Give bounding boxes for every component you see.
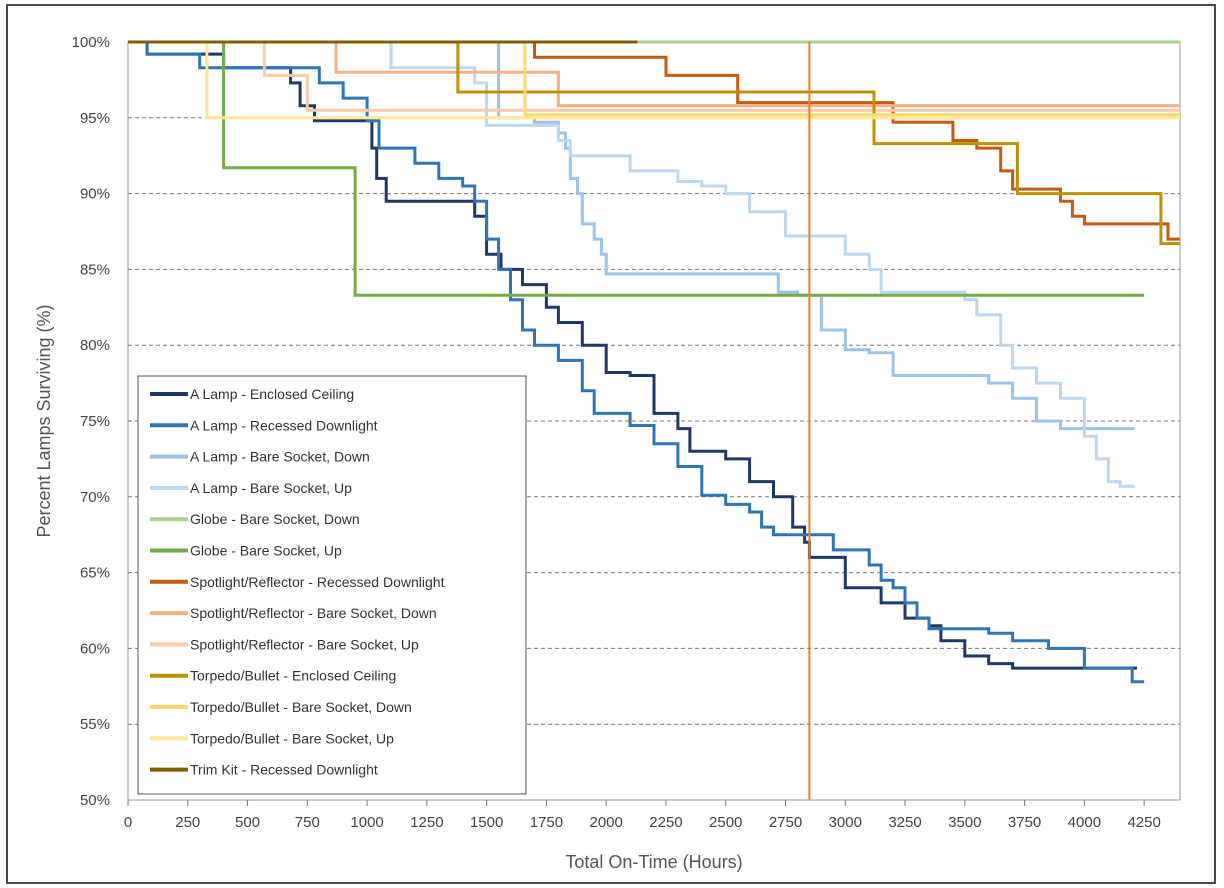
x-tick-label: 2000: [589, 814, 622, 831]
y-tick-label: 70%: [80, 489, 110, 506]
series-line-7: [128, 40, 1180, 108]
y-tick-label: 65%: [80, 565, 110, 582]
x-tick-label: 3500: [948, 814, 981, 831]
legend-entry: A Lamp - Recessed Downlight: [190, 417, 378, 433]
legend-entry: Torpedo/Bullet - Enclosed Ceiling: [190, 668, 396, 684]
x-tick-label: 2250: [649, 814, 682, 831]
x-tick-label: 2750: [769, 814, 802, 831]
legend-entry: Spotlight/Reflector - Bare Socket, Up: [190, 636, 419, 652]
y-tick-label: 80%: [80, 337, 110, 354]
x-tick-label: 250: [175, 814, 200, 831]
legend-entry: Spotlight/Reflector - Bare Socket, Down: [190, 605, 437, 621]
x-tick-label: 1500: [470, 814, 503, 831]
legend-box: [137, 375, 527, 795]
x-tick-label: 1000: [350, 814, 383, 831]
series-line-2: [128, 40, 1135, 431]
series-layer: [128, 40, 1180, 684]
x-tick-label: 3250: [888, 814, 921, 831]
legend-entry: Spotlight/Reflector - Recessed Downlight: [190, 574, 445, 590]
x-tick-label: 4250: [1127, 814, 1160, 831]
series-line-9: [128, 40, 1180, 246]
legend-entry: Torpedo/Bullet - Bare Socket, Down: [190, 699, 412, 715]
y-tick-label: 50%: [80, 792, 110, 809]
legend-entry: Globe - Bare Socket, Down: [190, 511, 360, 527]
y-tick-label: 85%: [80, 261, 110, 278]
x-tick-label: 3000: [829, 814, 862, 831]
y-tick-label: 75%: [80, 413, 110, 430]
legend-entry: Trim Kit - Recessed Downlight: [190, 762, 378, 778]
x-tick-label: 4000: [1068, 814, 1101, 831]
series-line-8: [128, 40, 1180, 112]
legend-entry: Globe - Bare Socket, Up: [190, 543, 342, 559]
x-tick-label: 2500: [709, 814, 742, 831]
series-line-5: [128, 40, 1145, 297]
legend-entry: A Lamp - Enclosed Ceiling: [190, 386, 354, 402]
series-line-10: [128, 40, 1180, 117]
y-axis-label: Percent Lamps Surviving (%): [34, 304, 54, 537]
series-line-3: [128, 40, 1135, 488]
x-tick-label: 750: [295, 814, 320, 831]
y-tick-label: 90%: [80, 186, 110, 203]
series-line-1: [128, 40, 1145, 684]
x-tick-label: 1750: [530, 814, 563, 831]
y-tick-label: 55%: [80, 716, 110, 733]
y-tick-label: 60%: [80, 640, 110, 657]
axis-layer: 50% 55% 60% 65% 70% 75% 80% 85% 90% 95% 100% 0 250 50…: [72, 34, 1161, 831]
y-tick-label: 95%: [80, 110, 110, 127]
legend-entry: A Lamp - Bare Socket, Down: [190, 449, 370, 465]
x-tick-label: 3750: [1008, 814, 1041, 831]
legend-entry: A Lamp - Bare Socket, Up: [190, 480, 352, 496]
legend: A Lamp - Enclosed Ceiling A Lamp - Recess…: [137, 375, 527, 795]
series-line-6: [128, 40, 1180, 241]
x-tick-label: 1250: [410, 814, 443, 831]
x-tick-label: 500: [235, 814, 260, 831]
x-tick-label: 0: [124, 814, 132, 831]
x-axis-label: Total On-Time (Hours): [565, 852, 742, 872]
y-tick-label: 100%: [72, 34, 110, 51]
legend-entry: Torpedo/Bullet - Bare Socket, Up: [190, 730, 394, 746]
